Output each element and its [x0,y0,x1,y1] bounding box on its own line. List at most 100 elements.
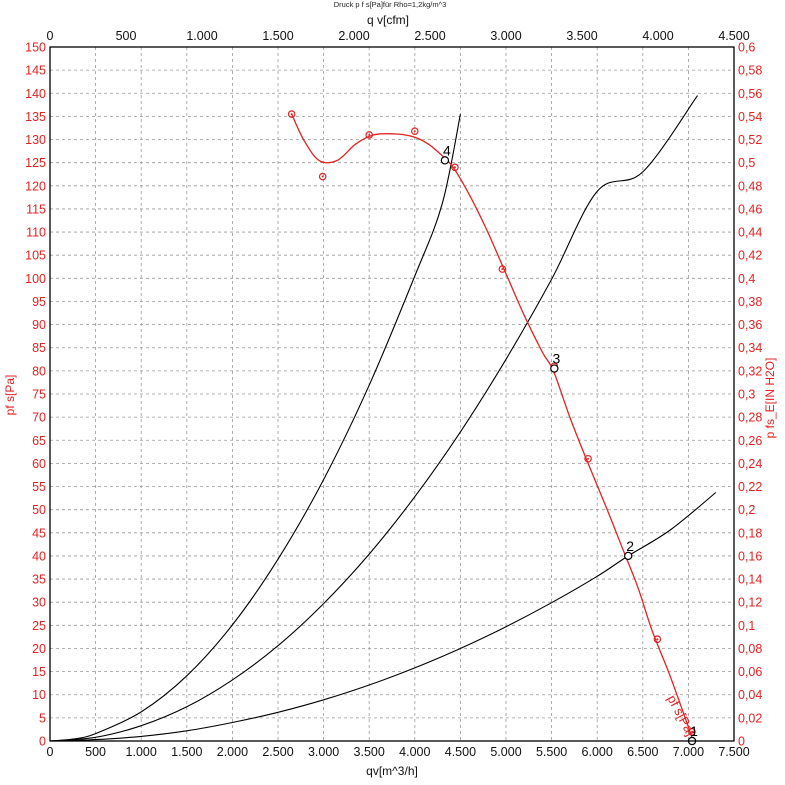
y2-tick-label: 0 [738,735,745,749]
y2-tick-label: 0,36 [738,318,762,332]
left-axis-title: pf s[Pa] [3,375,17,416]
plot-frame [49,46,735,742]
x-tick-label: 3.000 [308,745,339,759]
y-tick-label: 125 [25,156,46,170]
y-tick-label: 130 [25,133,46,147]
y-tick-label: 85 [32,341,46,355]
x2-tick-label: 3.000 [490,29,521,43]
x-tick-label: 5.500 [536,745,567,759]
y2-tick-label: 0,32 [738,364,762,378]
x2-tick-label: 2.000 [338,29,369,43]
x-tick-label: 3.500 [354,745,385,759]
y2-tick-label: 0,34 [738,341,762,355]
x2-tick-label: 1.000 [186,29,217,43]
fan-curve-line [291,113,694,742]
y-tick-label: 40 [32,549,46,563]
x-tick-label: 7.500 [718,745,749,759]
fan-curve-marker [688,727,696,736]
y2-tick-label: 0,1 [738,619,755,633]
y2-tick-label: 0,56 [738,87,762,101]
y-tick-label: 0 [39,735,46,749]
x2-tick-label: 500 [116,29,137,43]
y2-tick-label: 0,52 [738,133,762,147]
x2-tick-label: 0 [47,29,54,43]
y2-tick-label: 0,5 [738,156,755,170]
y-tick-label: 5 [39,711,46,725]
fan-curve-marker [410,127,419,136]
operating-point-label: 3 [552,351,560,367]
y2-tick-label: 0,22 [738,480,762,494]
fan-curve-marker [653,635,662,644]
y-tick-label: 60 [32,457,46,471]
y-tick-label: 45 [32,526,46,540]
fan-curve-marker [287,110,296,118]
y2-tick-label: 0,42 [738,249,762,263]
y2-tick-label: 0,14 [738,573,762,587]
y2-tick-label: 0,46 [738,202,762,216]
fan-curve-marker-dot [413,130,416,133]
y2-tick-label: 0,2 [738,503,755,517]
y-tick-label: 110 [26,226,46,240]
y2-tick-label: 0,48 [738,179,762,193]
fan-curve-marker [365,131,374,139]
x-tick-label: 4.500 [445,745,476,759]
y-tick-label: 140 [25,87,46,101]
x-tick-label: 2.500 [262,745,293,759]
operating-point-label: 2 [626,538,634,554]
y-tick-label: 120 [25,179,46,193]
fan-curve-marker [584,454,592,463]
y-tick-label: 35 [32,573,46,587]
y-tick-label: 10 [32,688,46,702]
y-tick-label: 135 [25,110,46,124]
system-curve-line [49,113,461,742]
y2-tick-label: 0,4 [738,272,755,286]
x2-tick-label: 4.500 [718,29,749,43]
x-tick-label: 6.000 [582,745,613,759]
y2-tick-label: 0,26 [738,434,762,448]
system-curve-line [49,95,698,742]
y2-tick-label: 0,54 [738,110,762,124]
x-tick-label: 4.000 [399,745,430,759]
system-curves [49,95,717,742]
x-tick-label: 7.000 [673,745,704,759]
y-tick-label: 70 [32,411,46,425]
fan-curve-marker-dot [691,730,694,733]
x-tick-label: 1.500 [171,745,202,759]
fan-curve-marker-dot [501,268,504,271]
y-tick-label: 145 [25,64,46,78]
y-tick-label: 20 [32,642,46,656]
system-curve-line [49,492,717,742]
x-tick-label: 5.000 [490,745,521,759]
fan-curve-marker [498,265,507,273]
y2-tick-label: 0,04 [738,688,762,702]
x-tick-label: 500 [85,745,106,759]
x2-tick-label: 4.000 [642,29,673,43]
tick-labels: 0 500 1.000 1.500 2.000 2.500 3.000 3.500 4.000 4… [25,29,762,759]
y-tick-label: 15 [32,665,46,679]
top-axis-title: q v[cfm] [367,13,409,27]
chart-title: Druck p f s[Pa]für Rho=1,2kg/m^3 [334,0,447,9]
x-tick-label: 1.000 [126,745,157,759]
x2-tick-label: 1.500 [262,29,293,43]
fan-curve-marker-dot [321,175,324,178]
fan-curve-marker [451,163,459,172]
y2-tick-label: 0,28 [738,411,762,425]
operating-point-label: 1 [690,723,698,739]
y2-tick-label: 0,02 [738,711,762,725]
x2-tick-label: 2.500 [414,29,445,43]
y2-tick-label: 0,18 [738,526,762,540]
y-tick-label: 95 [32,295,46,309]
y2-tick-label: 0,12 [738,596,762,610]
operating-point-marker [624,551,633,561]
x-tick-label: 6.500 [627,745,658,759]
y-tick-label: 150 [25,41,46,55]
y-tick-label: 90 [32,318,46,332]
y-tick-label: 105 [25,249,46,263]
y2-tick-label: 0,06 [738,665,762,679]
fan-curve-marker-dot [368,133,371,136]
y-tick-label: 100 [25,272,46,286]
y2-tick-label: 0,16 [738,549,762,563]
fan-curve-marker-dot [290,113,293,116]
y-tick-label: 25 [32,619,46,633]
